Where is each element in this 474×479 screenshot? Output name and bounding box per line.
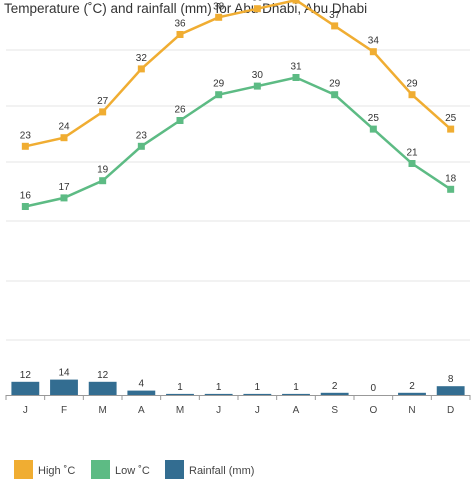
low-temp-point: [137, 142, 145, 150]
low-temp-point: [292, 74, 300, 81]
x-tick-label: O: [369, 405, 377, 416]
low-temp-label: 23: [136, 130, 148, 141]
low-temp-label: 18: [445, 173, 457, 184]
rainfall-value-label: 14: [58, 368, 70, 379]
low-temp-label: 29: [329, 79, 341, 90]
high-temp-point: [99, 108, 107, 116]
rainfall-value-label: 2: [332, 381, 338, 392]
rainfall-value-label: 1: [293, 382, 299, 393]
high-temp-label: 25: [445, 113, 457, 124]
low-temp-point: [253, 82, 261, 90]
x-tick-label: D: [447, 405, 454, 416]
high-temp-label: 24: [58, 122, 70, 133]
high-temp-point: [21, 142, 29, 150]
rainfall-bar: [88, 381, 117, 395]
rainfall-value-label: 12: [20, 370, 32, 381]
low-temp-label: 25: [368, 113, 380, 124]
x-tick-label: A: [293, 405, 300, 416]
low-temp-label: 16: [20, 191, 32, 202]
line-layer: 2324273236383940373429251617192326293031…: [20, 0, 457, 210]
low-temp-point: [408, 160, 416, 167]
high-temp-label: 36: [174, 19, 186, 30]
grid-layer: [6, 49, 470, 341]
legend-label: Low ˚C: [115, 465, 150, 477]
rainfall-value-label: 4: [139, 379, 145, 390]
low-temp-line: [25, 76, 452, 208]
x-tick-label: S: [331, 405, 338, 416]
low-temp-label: 17: [58, 182, 70, 193]
high-temp-point: [60, 134, 68, 142]
low-temp-label: 26: [174, 105, 186, 116]
low-temp-point: [369, 125, 377, 133]
low-temp-label: 30: [252, 70, 264, 81]
rainfall-value-label: 8: [448, 374, 454, 385]
legend-label: High ˚C: [38, 465, 75, 477]
high-temp-point: [215, 13, 223, 21]
high-temp-point: [331, 22, 339, 30]
rainfall-bar: [436, 386, 465, 395]
low-temp-point: [176, 117, 184, 124]
high-temp-point: [369, 48, 377, 56]
rainfall-value-label: 1: [177, 382, 183, 393]
high-temp-label: 23: [20, 130, 32, 141]
high-temp-label: 34: [368, 36, 380, 47]
high-temp-point: [408, 91, 416, 99]
low-temp-label: 21: [406, 148, 418, 159]
x-tick-label: J: [216, 405, 221, 416]
legend-swatch: [91, 460, 110, 479]
high-temp-label: 39: [252, 0, 264, 4]
high-temp-line: [25, 0, 452, 148]
x-tick-label: A: [138, 405, 145, 416]
low-temp-label: 31: [290, 62, 302, 73]
low-temp-point: [215, 91, 223, 99]
x-tick-label: M: [176, 405, 184, 416]
x-tick-label: M: [98, 405, 106, 416]
rainfall-bar: [166, 393, 194, 395]
legend-layer: High ˚C Low ˚C Rainfall (mm): [14, 460, 254, 479]
high-temp-label: 38: [213, 1, 225, 12]
high-temp-point: [176, 31, 184, 38]
rainfall-value-label: 1: [255, 382, 261, 393]
high-temp-point: [447, 125, 455, 133]
rainfall-bar: [50, 379, 78, 395]
x-tick-label: J: [23, 405, 28, 416]
rainfall-value-label: 12: [97, 370, 109, 381]
high-temp-point: [253, 5, 261, 13]
rainfall-bar: [398, 392, 426, 395]
x-tick-label: F: [61, 405, 67, 416]
low-temp-label: 19: [97, 165, 109, 176]
low-temp-point: [60, 194, 68, 202]
high-temp-label: 29: [406, 79, 418, 90]
rainfall-value-label: 0: [371, 383, 377, 394]
rainfall-bar: [127, 390, 156, 395]
high-temp-label: 37: [329, 10, 341, 21]
rainfall-value-label: 1: [216, 382, 222, 393]
rainfall-bar: [243, 393, 272, 395]
high-temp-point: [292, 0, 300, 4]
low-temp-point: [99, 177, 107, 185]
x-tick-label: J: [255, 405, 260, 416]
high-temp-point: [137, 65, 145, 73]
rainfall-bar: [11, 381, 40, 395]
legend-label: Rainfall (mm): [189, 465, 254, 477]
legend-swatch: [165, 460, 184, 479]
bar-layer: 12 14 124 1 1 1 1 2 0 28: [11, 368, 465, 395]
high-temp-label: 27: [97, 96, 109, 107]
rainfall-value-label: 2: [409, 381, 415, 392]
low-temp-point: [447, 185, 455, 193]
low-temp-label: 29: [213, 79, 225, 90]
rainfall-bar: [282, 393, 310, 395]
legend-swatch: [14, 460, 33, 479]
x-tick-label: N: [408, 405, 415, 416]
high-temp-label: 32: [136, 53, 148, 64]
low-temp-point: [331, 91, 339, 99]
rainfall-bar: [320, 392, 349, 395]
low-temp-point: [21, 203, 29, 210]
rainfall-bar: [204, 393, 233, 395]
